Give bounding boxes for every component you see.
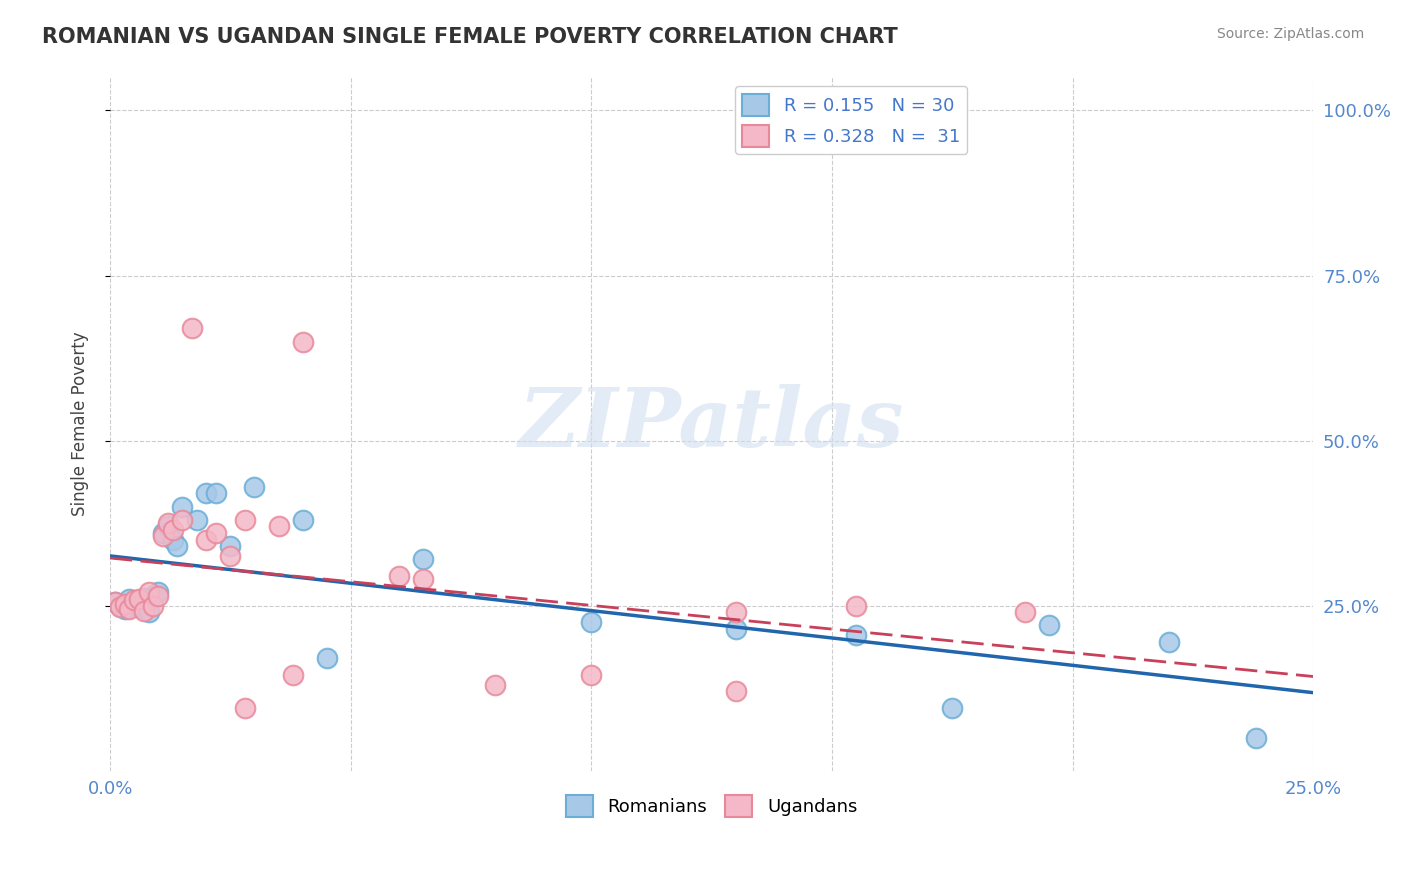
- Point: [152, 529, 174, 543]
- Point: [122, 595, 145, 609]
- Point: [142, 589, 165, 603]
- Y-axis label: Single Female Poverty: Single Female Poverty: [72, 332, 89, 516]
- Point: [104, 595, 127, 609]
- Point: [114, 602, 136, 616]
- Point: [162, 523, 184, 537]
- Point: [138, 605, 160, 619]
- Point: [243, 480, 266, 494]
- Point: [142, 599, 165, 613]
- Point: [195, 533, 218, 547]
- Point: [267, 519, 290, 533]
- Point: [148, 589, 170, 603]
- Point: [941, 701, 963, 715]
- Point: [484, 678, 506, 692]
- Point: [845, 599, 868, 613]
- Point: [132, 604, 155, 618]
- Point: [1014, 605, 1036, 619]
- Point: [108, 599, 131, 613]
- Point: [128, 599, 150, 614]
- Point: [152, 526, 174, 541]
- Point: [233, 701, 256, 715]
- Point: [172, 500, 194, 514]
- Point: [108, 599, 131, 614]
- Point: [1038, 618, 1060, 632]
- Point: [219, 549, 242, 563]
- Point: [205, 486, 228, 500]
- Point: [724, 684, 747, 698]
- Point: [1157, 635, 1180, 649]
- Text: ROMANIAN VS UGANDAN SINGLE FEMALE POVERTY CORRELATION CHART: ROMANIAN VS UGANDAN SINGLE FEMALE POVERT…: [42, 27, 898, 46]
- Point: [122, 593, 145, 607]
- Text: Source: ZipAtlas.com: Source: ZipAtlas.com: [1216, 27, 1364, 41]
- Point: [118, 592, 141, 607]
- Point: [128, 592, 150, 607]
- Text: ZIPatlas: ZIPatlas: [519, 384, 904, 464]
- Point: [233, 513, 256, 527]
- Point: [281, 668, 304, 682]
- Point: [148, 585, 170, 599]
- Point: [195, 486, 218, 500]
- Point: [162, 533, 184, 547]
- Point: [104, 595, 127, 609]
- Point: [412, 572, 434, 586]
- Point: [156, 516, 179, 530]
- Point: [412, 552, 434, 566]
- Point: [205, 526, 228, 541]
- Point: [114, 597, 136, 611]
- Point: [172, 513, 194, 527]
- Point: [166, 539, 188, 553]
- Point: [1244, 731, 1267, 745]
- Point: [156, 519, 179, 533]
- Point: [724, 605, 747, 619]
- Legend: Romanians, Ugandans: Romanians, Ugandans: [558, 788, 865, 824]
- Point: [581, 615, 603, 629]
- Point: [138, 585, 160, 599]
- Point: [845, 628, 868, 642]
- Point: [186, 513, 208, 527]
- Point: [581, 668, 603, 682]
- Point: [219, 539, 242, 553]
- Point: [291, 334, 314, 349]
- Point: [132, 591, 155, 605]
- Point: [291, 513, 314, 527]
- Point: [118, 602, 141, 616]
- Point: [315, 651, 337, 665]
- Point: [724, 622, 747, 636]
- Point: [388, 569, 411, 583]
- Point: [180, 321, 202, 335]
